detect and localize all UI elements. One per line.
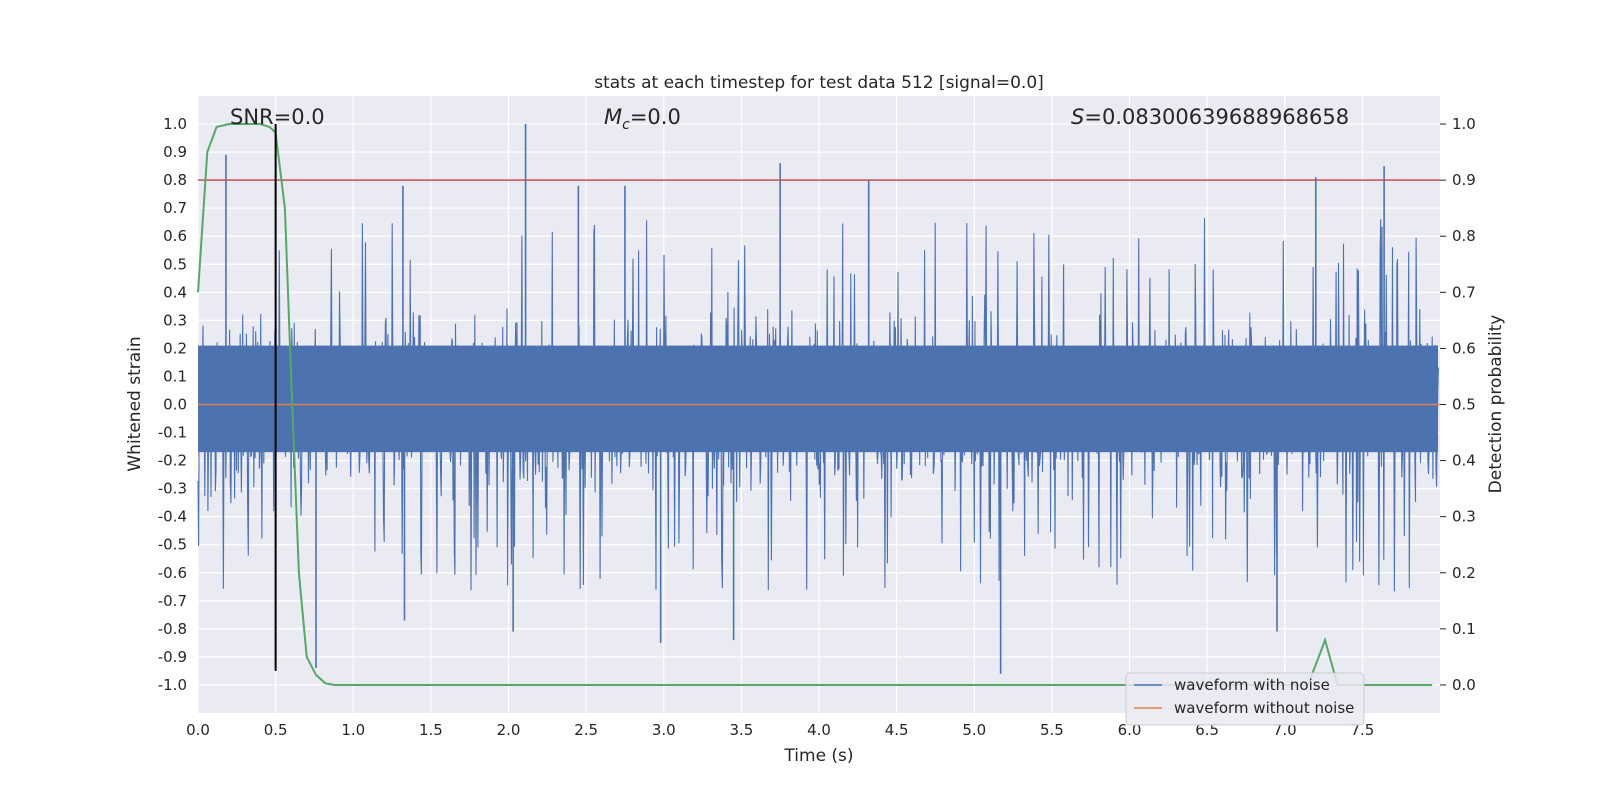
x-tick-label: 5.5 [1040, 721, 1064, 739]
legend-label-clean: waveform without noise [1174, 699, 1354, 717]
legend: waveform with noise waveform without noi… [1125, 672, 1365, 726]
right-y-tick-label: 0.0 [1452, 676, 1476, 694]
legend-label-noise: waveform with noise [1174, 676, 1330, 694]
right-y-tick-label: 1.0 [1452, 115, 1476, 133]
x-tick-label: 1.0 [341, 721, 365, 739]
y-tick-label: -0.1 [158, 424, 187, 442]
y-tick-label: -0.7 [158, 592, 187, 610]
x-axis-label: Time (s) [783, 746, 853, 766]
detection-probability-series [197, 123, 1433, 686]
y-tick-label: 0.0 [163, 396, 187, 414]
y-tick-label: 0.8 [163, 171, 187, 189]
right-y-tick-label: 0.2 [1452, 564, 1476, 582]
waveform-with-noise-series [197, 124, 1439, 674]
right-y-tick-label: 0.7 [1452, 283, 1476, 301]
y-tick-label: 0.9 [163, 143, 187, 161]
x-tick-label: 3.5 [729, 721, 753, 739]
x-tick-label: 1.5 [419, 721, 443, 739]
y-tick-label: -0.8 [158, 620, 187, 638]
right-y-axis-label: Detection probability [1486, 315, 1506, 494]
snr-annotation: SNR=0.0 [230, 105, 325, 129]
x-tick-label: 3.0 [652, 721, 676, 739]
y-tick-label: 0.1 [163, 367, 187, 385]
x-tick-label: 0.5 [264, 721, 288, 739]
y-tick-label: 0.7 [163, 199, 187, 217]
x-tick-label: 4.5 [885, 721, 909, 739]
y-tick-label: 1.0 [163, 115, 187, 133]
x-tick-label: 0.0 [186, 721, 210, 739]
right-y-tick-label: 0.3 [1452, 508, 1476, 526]
y-tick-label: -0.5 [158, 536, 187, 554]
detection-probability-line [197, 123, 1433, 686]
score-annotation: S=0.08300639688968658 [1071, 105, 1349, 129]
y-tick-label: -0.2 [158, 452, 187, 470]
right-y-tick-label: 0.5 [1452, 396, 1476, 414]
right-y-axis-ticks: 1.0 0.9 0.8 0.7 0.6 0.5 0.4 0.3 0.2 0.1 0.0 [1440, 115, 1476, 694]
y-tick-label: -0.4 [158, 508, 187, 526]
x-tick-label: 5.0 [962, 721, 986, 739]
right-y-tick-label: 0.1 [1452, 620, 1476, 638]
y-tick-label: -0.9 [158, 648, 187, 666]
right-y-tick-label: 0.8 [1452, 227, 1476, 245]
y-axis-ticks: 1.0 0.9 0.8 0.7 0.6 0.5 0.4 0.3 0.2 0.1 0.0 -0.1 -0.… [158, 115, 187, 694]
y-tick-label: -1.0 [158, 676, 187, 694]
chirp-mass-annotation: Mc=0.0 [604, 105, 681, 133]
right-y-tick-label: 0.4 [1452, 452, 1476, 470]
y-tick-label: 0.3 [163, 311, 187, 329]
y-tick-label: 0.2 [163, 339, 187, 357]
x-tick-label: 2.0 [497, 721, 521, 739]
noise-dense-band [198, 345, 1438, 453]
y-tick-label: -0.6 [158, 564, 187, 582]
y-tick-label: 0.4 [163, 283, 187, 301]
x-tick-label: 2.5 [574, 721, 598, 739]
y-tick-label: -0.3 [158, 480, 187, 498]
legend-box [1125, 672, 1365, 726]
y-tick-label: 0.5 [163, 255, 187, 273]
chart-title: stats at each timestep for test data 512… [594, 73, 1044, 93]
right-y-tick-label: 0.6 [1452, 339, 1476, 357]
y-tick-label: 0.6 [163, 227, 187, 245]
x-tick-label: 4.0 [807, 721, 831, 739]
y-axis-label: Whitened strain [125, 336, 145, 471]
right-y-tick-label: 0.9 [1452, 171, 1476, 189]
